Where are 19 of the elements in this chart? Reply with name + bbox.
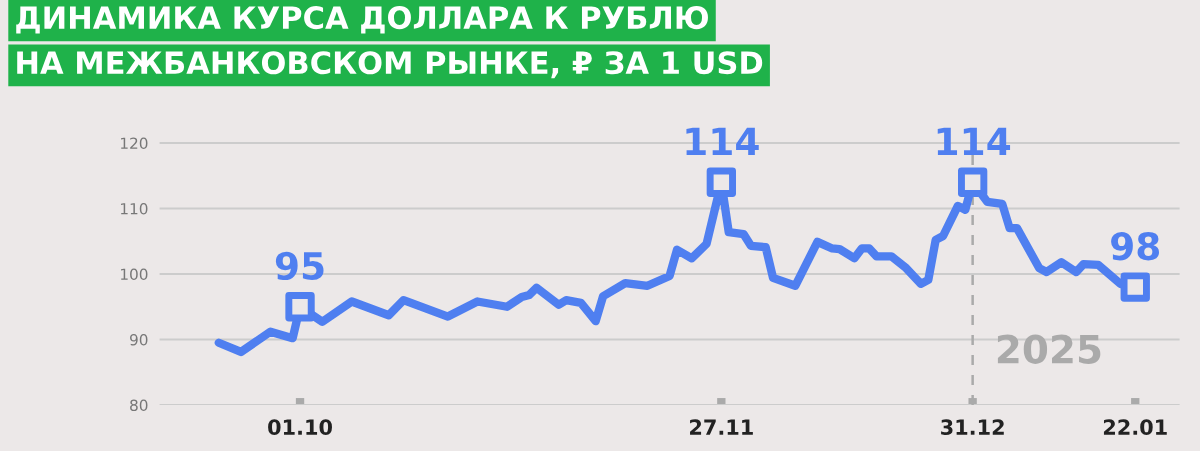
y-tick-label: 80 [130, 399, 148, 412]
x-tick-label: 31.12 [941, 419, 1004, 436]
data-label: 114 [686, 127, 759, 156]
point [1120, 272, 1150, 302]
ref-line-label: 2025 [997, 334, 1101, 364]
y-tick-label: 100 [121, 268, 148, 281]
point [706, 167, 737, 197]
x-tick-label: 27.11 [690, 419, 753, 435]
x-tick-label: 01.10 [268, 419, 332, 436]
x-tick-label: 22.01 [1103, 419, 1167, 436]
data-label: 114 [937, 127, 1011, 156]
y-tick-label: 110 [121, 202, 148, 215]
point [285, 292, 315, 322]
data-label: 95 [275, 251, 324, 281]
chart-title: ДИНАМИКА КУРСА ДОЛЛАРА К РУБЛЮ НА МЕЖБАНКОВСКОМ РЫНКЕ, ₽ ЗА 1 USD [16, 6, 763, 79]
y-tick-label: 120 [121, 137, 148, 150]
y-tick-label: 90 [130, 333, 148, 346]
point [957, 167, 988, 197]
data-label: 98 [1111, 232, 1160, 261]
